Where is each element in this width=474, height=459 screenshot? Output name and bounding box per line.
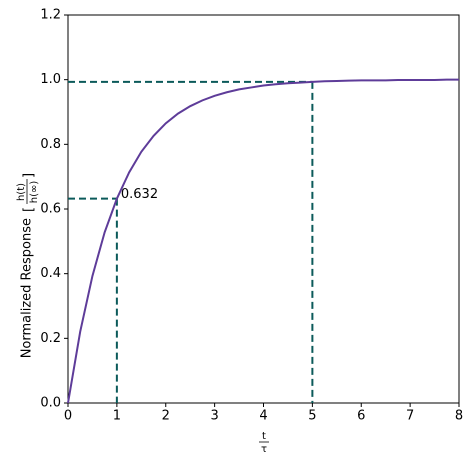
- y-tick-label: 0.4: [40, 266, 61, 281]
- x-tick-label: 5: [308, 409, 316, 424]
- y-label-text: Normalized Response: [20, 218, 35, 358]
- x-tick-label: 6: [357, 409, 365, 424]
- x-tick-label: 2: [162, 409, 170, 424]
- y-axis-label: Normalized Response [ h(t) h(∞) ]: [16, 173, 40, 358]
- x-tick-label: 4: [259, 409, 267, 424]
- x-label-numerator: t: [262, 431, 266, 442]
- y-tick-label: 0.0: [40, 396, 61, 411]
- x-axis-label: t τ: [259, 431, 269, 455]
- marker-label: 0.632: [121, 187, 158, 202]
- x-label-denominator: τ: [261, 444, 267, 455]
- x-tick-label: 0: [64, 409, 72, 424]
- x-tick-label: 1: [113, 409, 121, 424]
- bracket: ]: [22, 173, 37, 178]
- y-tick-label: 0.8: [40, 137, 61, 152]
- y-label-numerator: h(t): [16, 183, 27, 201]
- y-tick-label: 0.6: [40, 202, 61, 217]
- y-tick-label: 0.2: [40, 331, 61, 346]
- plot-frame: [67, 14, 460, 404]
- y-tick-label: 1.0: [40, 72, 61, 87]
- y-label-denominator: h(∞): [29, 181, 40, 204]
- bracket: [: [22, 207, 37, 212]
- x-tick-label: 8: [455, 409, 463, 424]
- response-curve: [67, 78, 459, 404]
- x-tick-label: 7: [406, 409, 414, 424]
- x-tick-label: 3: [210, 409, 218, 424]
- y-tick-label: 1.2: [40, 8, 61, 23]
